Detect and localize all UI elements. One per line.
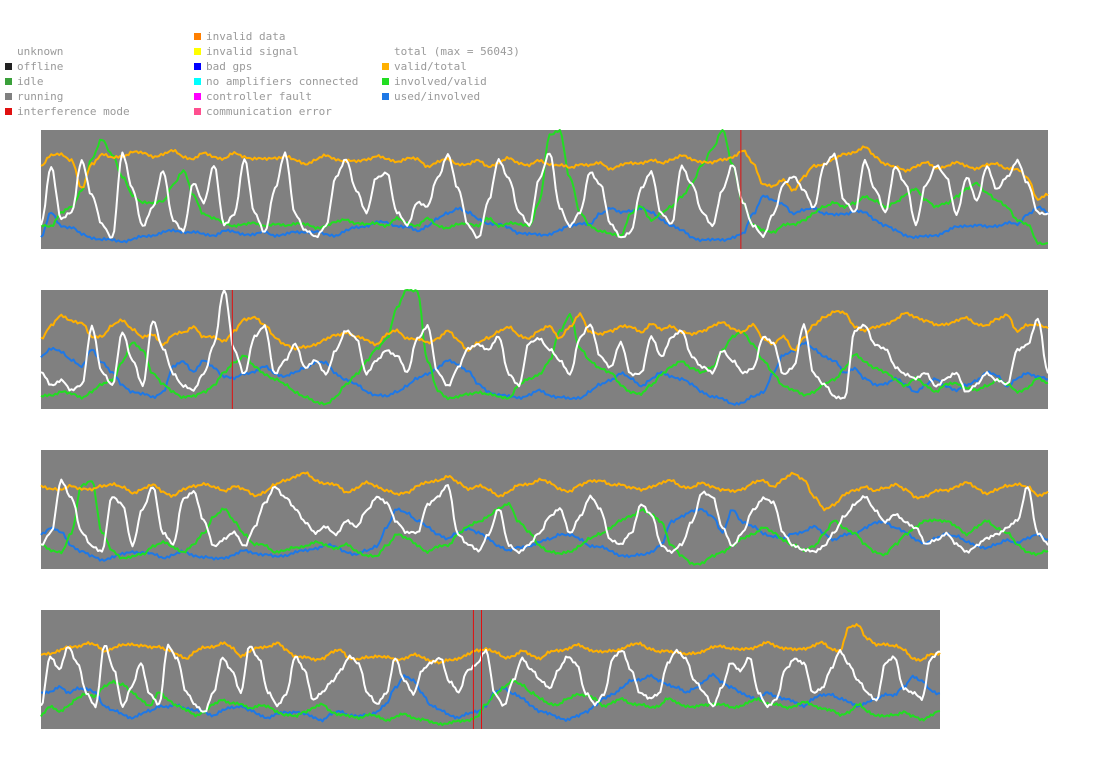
- legend-label: idle: [17, 75, 44, 88]
- series-line-involved-valid: [40, 480, 1049, 566]
- legend-label: no amplifiers connected: [206, 75, 359, 88]
- chart-panel-4: [40, 610, 941, 729]
- series-line-valid-total: [40, 623, 941, 665]
- legend-swatch: [382, 93, 389, 100]
- legend-swatch: [194, 108, 201, 115]
- legend-label: bad gps: [206, 60, 253, 73]
- legend-label: offline: [17, 60, 64, 73]
- legend-swatch: [194, 48, 201, 55]
- series-line-valid-total: [40, 471, 1049, 512]
- chart-panel-2: [40, 289, 1049, 409]
- series-line-total: [40, 478, 1049, 555]
- legend-swatch: [5, 108, 12, 115]
- series-line-valid-total: [40, 310, 1049, 352]
- legend-swatch: [194, 78, 201, 85]
- legend-swatch: [194, 93, 201, 100]
- legend-swatch: [5, 93, 12, 100]
- legend-label: involved/valid: [394, 75, 487, 88]
- series-line-used-involved: [40, 507, 1049, 562]
- legend-label: communication error: [206, 105, 332, 118]
- legend-swatch: [194, 33, 201, 40]
- legend-label: invalid data: [206, 30, 286, 43]
- series-line-total: [40, 643, 941, 713]
- legend-label: interference mode: [17, 105, 130, 118]
- legend-swatch: [5, 78, 12, 85]
- legend-swatch: [194, 63, 201, 70]
- chart-panel-1: [40, 129, 1049, 249]
- legend-label: invalid signal: [206, 45, 299, 58]
- series-line-used-involved: [40, 194, 1049, 244]
- series-line-involved-valid: [40, 679, 941, 727]
- series-line-total: [40, 151, 1049, 239]
- legend: unknown offline idle running interference mo…: [0, 0, 1095, 130]
- legend-label: controller fault: [206, 90, 312, 103]
- legend-swatch: [382, 78, 389, 85]
- chart-background: [41, 450, 1048, 569]
- legend-label: unknown: [17, 45, 64, 58]
- legend-label: total (max = 56043): [394, 45, 520, 58]
- legend-swatch: [382, 63, 389, 70]
- legend-swatch: [5, 63, 12, 70]
- legend-label: valid/total: [394, 60, 467, 73]
- series-line-involved-valid: [40, 289, 1049, 406]
- chart-panel-3: [40, 450, 1049, 569]
- series-line-total: [40, 289, 1049, 400]
- legend-label: running: [17, 90, 64, 103]
- legend-label: used/involved: [394, 90, 481, 103]
